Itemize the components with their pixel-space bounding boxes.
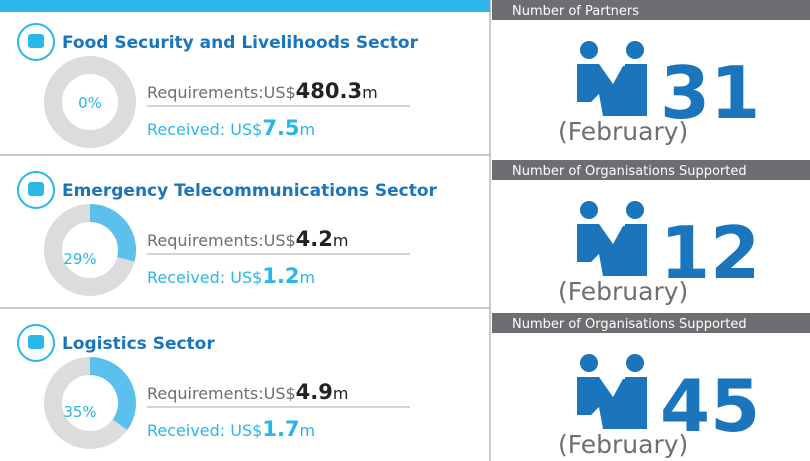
person-body xyxy=(625,224,647,276)
requirements-label: Requirements: xyxy=(147,231,264,250)
sector-title: Food Security and Livelihoods Sector xyxy=(62,33,419,53)
people-icon xyxy=(577,201,647,276)
requirements: Requirements:US$4.9m xyxy=(147,380,348,404)
requirements: Requirements:US$4.2m xyxy=(147,227,348,251)
person-head xyxy=(580,41,598,59)
panel-title: Number of Organisations Supported xyxy=(512,164,747,179)
percent-label: 35% xyxy=(63,403,96,421)
sector-icon-glyph xyxy=(28,182,44,196)
sector-title: Logistics Sector xyxy=(62,334,215,354)
person-body xyxy=(577,64,629,116)
person-body xyxy=(625,377,647,429)
sector-title: Emergency Telecommunications Sector xyxy=(62,181,438,201)
received-currency: US$ xyxy=(230,120,262,139)
requirements: Requirements:US$480.3m xyxy=(147,79,378,103)
panel-header xyxy=(492,160,810,180)
percent-label: 29% xyxy=(63,250,96,268)
requirements-label: Requirements: xyxy=(147,384,264,403)
received-currency: US$ xyxy=(230,421,262,440)
received: Received: US$7.5m xyxy=(147,116,315,140)
received-label: Received: xyxy=(147,268,230,287)
panel-header xyxy=(492,313,810,333)
requirements-unit: m xyxy=(333,384,349,403)
sector-icon-glyph xyxy=(28,335,44,349)
person-head xyxy=(626,201,644,219)
requirements-currency: US$ xyxy=(264,231,296,250)
person-body xyxy=(577,377,629,429)
period: (February) xyxy=(558,277,688,306)
requirements-unit: m xyxy=(333,231,349,250)
person-head xyxy=(626,41,644,59)
percent-label: 0% xyxy=(78,94,102,112)
count: 12 xyxy=(660,211,760,295)
panel-title: Number of Organisations Supported xyxy=(512,317,747,332)
donut-arc xyxy=(89,357,136,431)
requirements-unit: m xyxy=(362,83,378,102)
received-unit: m xyxy=(300,268,316,287)
received: Received: US$1.7m xyxy=(147,417,315,441)
person-head xyxy=(580,201,598,219)
sector-icon-glyph xyxy=(28,34,44,48)
person-head xyxy=(626,354,644,372)
donut-arc xyxy=(89,204,136,262)
requirements-label: Requirements: xyxy=(147,83,264,102)
people-icon xyxy=(577,354,647,429)
top-bar xyxy=(0,0,490,12)
person-head xyxy=(580,354,598,372)
requirements-currency: US$ xyxy=(264,83,296,102)
requirements-value: 4.2 xyxy=(296,227,333,251)
donut-track xyxy=(44,56,136,148)
person-body xyxy=(625,64,647,116)
person-body xyxy=(577,224,629,276)
count: 45 xyxy=(660,364,760,448)
people-icon xyxy=(577,41,647,116)
requirements-value: 480.3 xyxy=(296,79,362,103)
received-unit: m xyxy=(300,120,316,139)
requirements-currency: US$ xyxy=(264,384,296,403)
panel-title: Number of Partners xyxy=(512,4,639,19)
received-unit: m xyxy=(300,421,316,440)
received-value: 7.5 xyxy=(262,116,299,140)
received-value: 1.7 xyxy=(262,417,299,441)
received-currency: US$ xyxy=(230,268,262,287)
received-label: Received: xyxy=(147,120,230,139)
count: 31 xyxy=(660,51,760,135)
period: (February) xyxy=(558,430,688,459)
received-value: 1.2 xyxy=(262,264,299,288)
panel-header xyxy=(492,0,810,20)
period: (February) xyxy=(558,117,688,146)
received-label: Received: xyxy=(147,421,230,440)
received: Received: US$1.2m xyxy=(147,264,315,288)
requirements-value: 4.9 xyxy=(296,380,333,404)
